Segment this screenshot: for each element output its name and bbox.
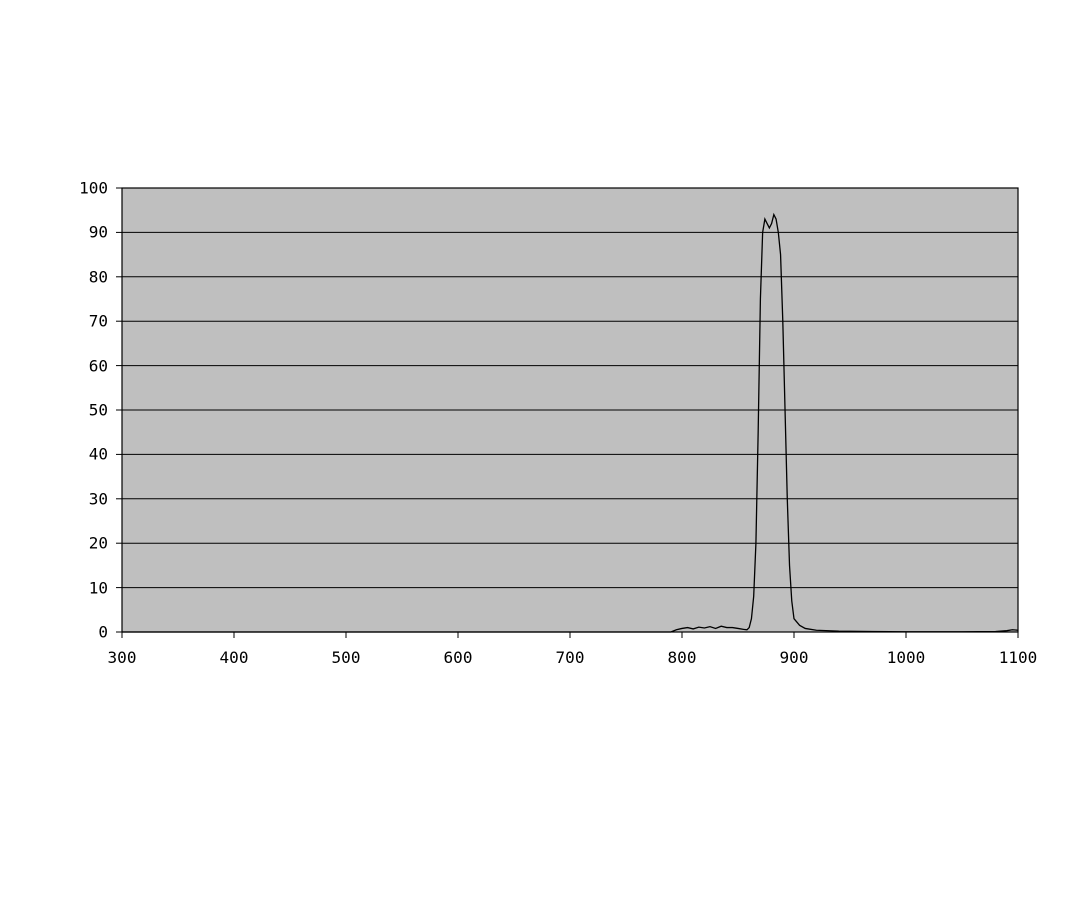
x-tick-label: 800	[668, 648, 697, 667]
x-tick-label: 600	[444, 648, 473, 667]
y-tick-label: 60	[89, 356, 108, 375]
y-tick-label: 100	[79, 179, 108, 198]
x-tick-label: 1100	[999, 648, 1038, 667]
y-tick-label: 50	[89, 401, 108, 420]
y-tick-label: 30	[89, 489, 108, 508]
x-tick-label: 500	[332, 648, 361, 667]
x-tick-label: 700	[556, 648, 585, 667]
x-tick-label: 300	[108, 648, 137, 667]
y-tick-label: 10	[89, 578, 108, 597]
chart-svg	[70, 180, 1030, 665]
x-tick-label: 1000	[887, 648, 926, 667]
y-tick-label: 80	[89, 267, 108, 286]
x-tick-label: 900	[780, 648, 809, 667]
y-tick-label: 70	[89, 312, 108, 331]
y-tick-label: 20	[89, 534, 108, 553]
y-tick-label: 40	[89, 445, 108, 464]
y-tick-label: 0	[98, 623, 108, 642]
x-tick-label: 400	[220, 648, 249, 667]
y-tick-label: 90	[89, 223, 108, 242]
spectrum-chart: 0 10 20 30 40 50 60 70 80 90 100 300 400 500 600 700 800…	[70, 180, 1030, 665]
